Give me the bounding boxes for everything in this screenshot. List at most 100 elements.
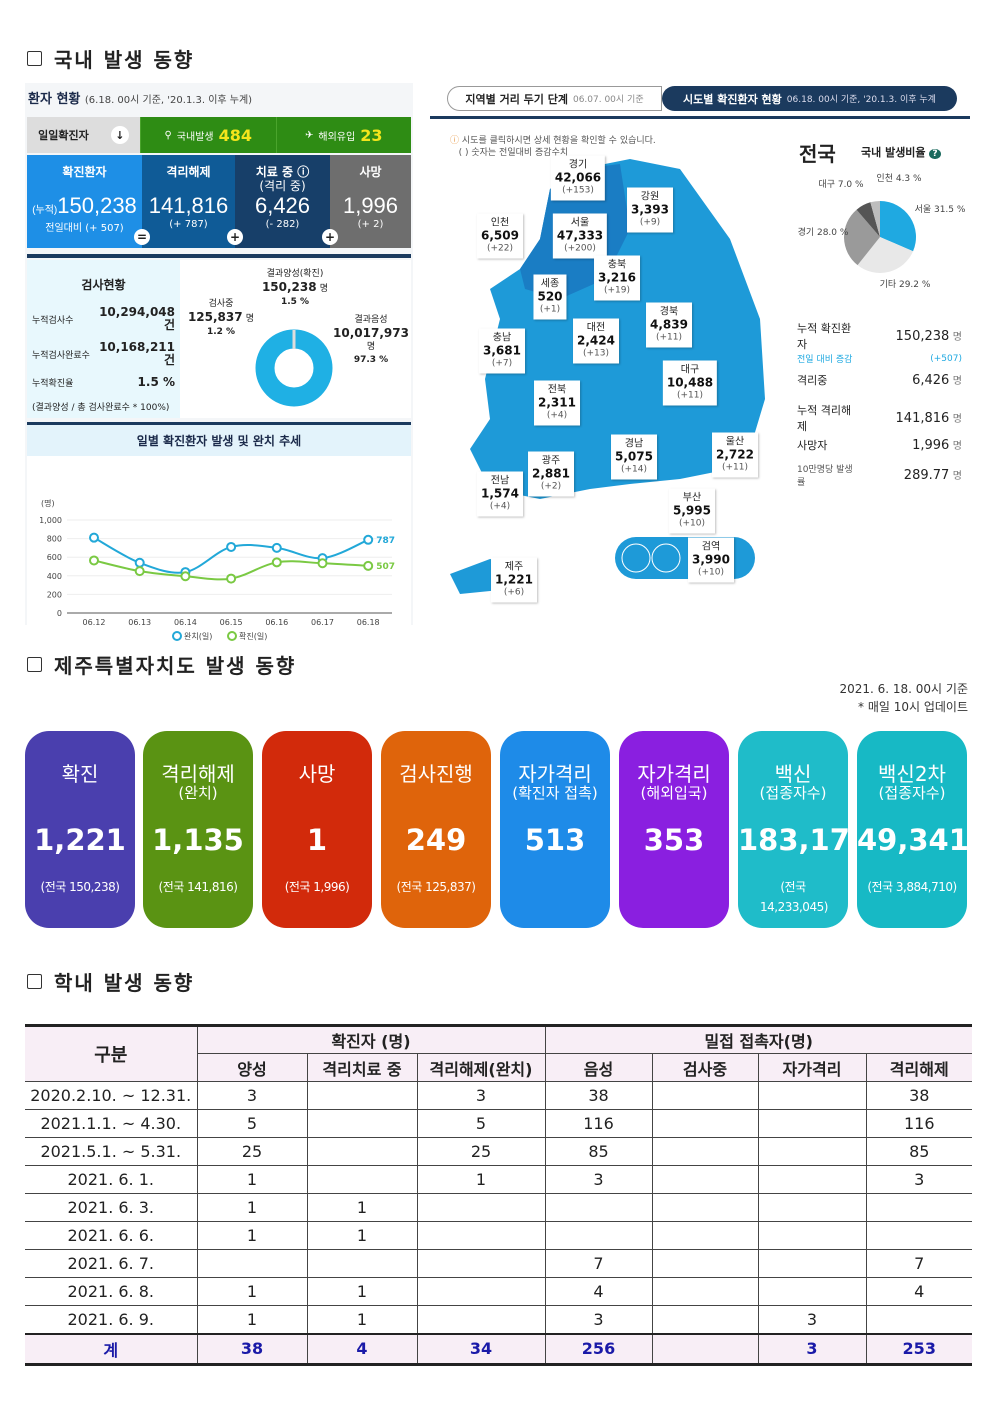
nation-row: 전일 대비 증감 (+507) (797, 354, 962, 365)
table-row: 2021. 6. 8. 1 1 4 4 (25, 1277, 972, 1306)
table-cell (757, 1137, 867, 1166)
table-cell (651, 1249, 759, 1278)
help-icon[interactable]: ? (929, 149, 941, 159)
total-cell: 4 (306, 1332, 418, 1365)
section-heading-school: 학내 발생 동향 (27, 967, 194, 996)
y-axis-unit: (명) (41, 498, 55, 508)
overseas-daily: ✈ 해외유입 23 (275, 117, 412, 153)
jeju-card: 자가격리 (확진자 접촉) 513 (500, 731, 610, 928)
divider (27, 254, 411, 258)
y-tick-label: 400 (47, 572, 62, 581)
y-tick-label: 1,000 (39, 516, 62, 525)
region-5[interactable]: 세종 520 (+1) (533, 274, 567, 320)
table-cell (306, 1109, 418, 1138)
table-cell (416, 1221, 546, 1250)
region-15[interactable]: 부산 5,995 (+10) (669, 488, 715, 534)
arrow-down-icon[interactable]: ↓ (110, 126, 129, 144)
legend-label: 확진(일) (239, 631, 267, 641)
region-10[interactable]: 전북 2,311 (+4) (534, 380, 580, 426)
subheader: 음성 (544, 1053, 653, 1082)
table-cell: 5 (196, 1109, 308, 1138)
table-cell (651, 1193, 759, 1222)
table-cell (865, 1305, 972, 1334)
data-point (271, 557, 282, 568)
table-cell: 2021. 6. 1. (25, 1165, 198, 1194)
nation-row: 사망자 1,996 명 (797, 438, 962, 453)
x-tick-label: 06.15 (220, 618, 243, 627)
table-cell (306, 1165, 418, 1194)
table-row: 2021. 6. 1. 1 1 3 3 (25, 1165, 972, 1194)
region-14[interactable]: 전남 1,574 (+4) (477, 471, 523, 517)
table-cell: 38 (865, 1081, 972, 1110)
table-row: 2021. 6. 7. 7 7 (25, 1249, 972, 1278)
region-9[interactable]: 대구 10,488 (+11) (662, 360, 718, 406)
table-cell: 85 (865, 1137, 972, 1166)
tab-distancing[interactable]: 지역별 거리 두기 단계 06.07. 00시 기준 (447, 86, 662, 111)
region-7[interactable]: 충남 3,681 (+7) (479, 328, 525, 374)
pie-label: 기타 29.2 % (880, 279, 931, 290)
region-13[interactable]: 광주 2,881 (+2) (528, 451, 574, 497)
table-cell: 25 (196, 1137, 308, 1166)
table-cell: 2021. 6. 6. (25, 1221, 198, 1250)
header-contacts: 밀접 접촉자(명) (544, 1025, 972, 1054)
testing-label: 검사중 125,837 명 1.2 % (187, 299, 255, 337)
jeju-card: 사망 1 (전국 1,996) (262, 731, 372, 928)
region-3[interactable]: 서울 47,333 (+200) (552, 213, 608, 259)
header-group: 구분 (25, 1025, 198, 1082)
table-cell: 4 (865, 1277, 972, 1306)
table-cell: 2021. 6. 8. (25, 1277, 198, 1306)
table-cell: 3 (544, 1305, 653, 1334)
legend-marker (172, 631, 182, 641)
school-cases-table: 구분 확진자 (명) 밀접 접촉자(명) 양성 격리치료 중 격리해제(완치) 음성 검사중… (25, 1024, 972, 1366)
test-donut: 결과양성(확진) 150,238 명 1.5 % 검사중 125,837 명 1.2 %… (180, 260, 411, 418)
region-16[interactable]: 검역 3,990 (+10) (688, 537, 734, 583)
table-cell (757, 1081, 867, 1110)
checkbox-icon (27, 657, 42, 672)
jeju-asof: 2021. 6. 18. 00시 기준 * 매일 10시 업데이트 (839, 682, 968, 714)
region-0[interactable]: 경기 42,066 (+153) (550, 155, 606, 201)
table-cell (865, 1193, 972, 1222)
table-cell: 116 (544, 1109, 653, 1138)
data-point (363, 560, 374, 571)
line-chart: (명) 0 200 400 600 800 1,000 06.12 06.13 06.14 06.1… (39, 498, 395, 641)
legend-label: 완치(일) (184, 632, 212, 641)
table-cell (306, 1081, 418, 1110)
trend-chart: 일별 확진환자 발생 및 완치 추세 (명) 0 200 400 600 800 1,000… (27, 422, 411, 641)
data-point (226, 573, 237, 584)
region-2[interactable]: 인천 6,509 (+22) (477, 213, 523, 259)
region-17[interactable]: 제주 1,221 (+6) (491, 557, 537, 603)
data-point (226, 541, 237, 552)
region-1[interactable]: 강원 3,393 (+9) (627, 187, 673, 233)
table-cell: 4 (544, 1277, 653, 1306)
panel-title: 환자 현황 (6.18. 00시 기준, '20.1.3. 이후 누계) (28, 92, 253, 107)
airplane-icon (621, 543, 651, 573)
table-cell: 1 (196, 1305, 308, 1334)
table-row: 2021.5.1. ~ 5.31. 25 25 85 85 (25, 1137, 972, 1166)
table-cell: 1 (306, 1221, 418, 1250)
stat-card: 사망 1,996 (+ 2) (330, 155, 411, 248)
korea-map: ⓘ 시도를 클릭하시면 상세 현황을 확인할 수 있습니다. ( ) 숫자는 전… (430, 119, 782, 625)
region-4[interactable]: 충북 3,216 (+19) (594, 255, 640, 301)
pie-label: 대구 7.0 % (818, 179, 864, 190)
region-8[interactable]: 대전 2,424 (+13) (573, 318, 619, 364)
section-heading-jeju: 제주특별자치도 발생 동향 (27, 650, 296, 679)
tab-region-status[interactable]: 시도별 확진환자 현황 06.18. 00시 기준, '20.1.3. 이후 누계 (662, 86, 957, 111)
total-cell: 계 (25, 1332, 198, 1365)
region-6[interactable]: 경북 4,839 (+11) (646, 302, 692, 348)
total-cell: 34 (416, 1332, 546, 1365)
divider (430, 116, 970, 119)
pie-slice (857, 237, 914, 273)
table-cell: 25 (416, 1137, 546, 1166)
data-point (134, 557, 145, 568)
table-cell (416, 1305, 546, 1334)
table-cell: 7 (544, 1249, 653, 1278)
region-11[interactable]: 경남 5,075 (+14) (611, 434, 657, 480)
data-point (134, 566, 145, 577)
region-12[interactable]: 울산 2,722 (+11) (712, 432, 758, 478)
table-cell (306, 1249, 418, 1278)
operator-icon: = (134, 229, 150, 245)
table-cell (544, 1193, 653, 1222)
checkbox-icon (27, 974, 42, 989)
patient-status-panel: 환자 현황 (6.18. 00시 기준, '20.1.3. 이후 누계) 일일확… (25, 83, 413, 641)
total-cell (651, 1332, 759, 1365)
